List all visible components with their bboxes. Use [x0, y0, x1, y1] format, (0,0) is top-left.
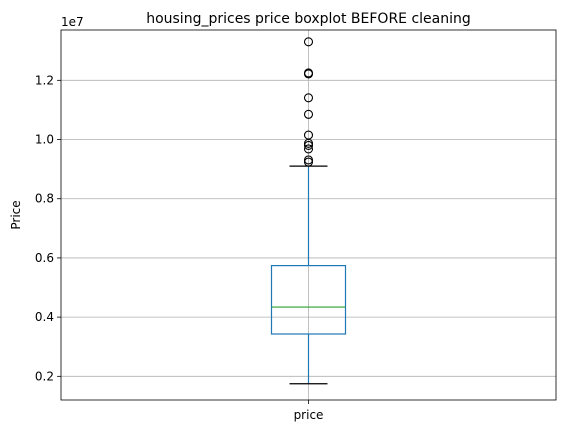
y-tick-label: 0.6 [35, 251, 54, 265]
chart-title: housing_prices price boxplot BEFORE clea… [146, 11, 471, 27]
x-tick-label: price [294, 408, 324, 422]
axis-ticks: 0.2 0.4 0.6 0.8 1.0 1.2 price [35, 73, 324, 422]
y-tick-label: 0.8 [35, 192, 54, 206]
y-axis-offset-label: 1e7 [61, 15, 84, 29]
y-tick-label: 1.0 [35, 133, 54, 147]
y-tick-label: 0.4 [35, 310, 54, 324]
y-tick-label: 1.2 [35, 73, 54, 87]
y-axis-label: Price [9, 200, 23, 229]
y-tick-label: 0.2 [35, 369, 54, 383]
